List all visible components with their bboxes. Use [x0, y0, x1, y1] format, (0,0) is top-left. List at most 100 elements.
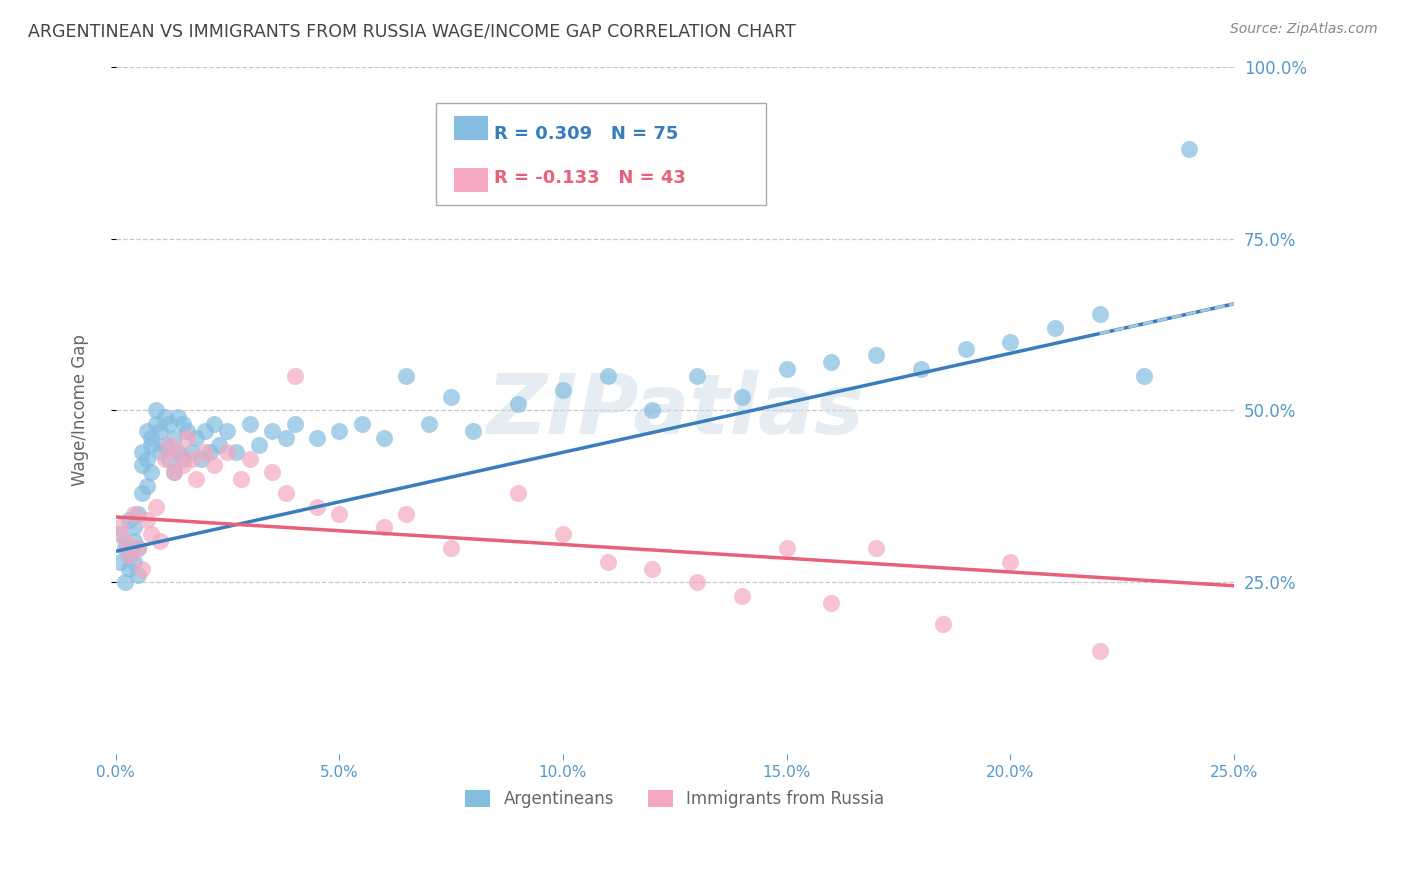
Point	[202, 417, 225, 432]
Point	[955, 342, 977, 356]
Point	[136, 451, 159, 466]
Point	[1088, 307, 1111, 321]
Point	[131, 486, 153, 500]
Text: Source: ZipAtlas.com: Source: ZipAtlas.com	[1230, 22, 1378, 37]
Point	[131, 561, 153, 575]
Point	[418, 417, 440, 432]
Point	[1043, 321, 1066, 335]
Point	[508, 486, 530, 500]
Point	[198, 444, 221, 458]
Point	[122, 534, 145, 549]
Point	[127, 568, 149, 582]
Point	[217, 444, 239, 458]
Point	[775, 541, 797, 555]
Point	[686, 575, 709, 590]
Point	[283, 417, 305, 432]
Point	[141, 527, 163, 541]
Point	[118, 548, 141, 562]
Point	[114, 541, 136, 555]
Point	[149, 444, 172, 458]
Point	[262, 424, 284, 438]
Point	[136, 479, 159, 493]
Point	[114, 575, 136, 590]
Point	[153, 410, 176, 425]
Point	[1000, 334, 1022, 349]
Point	[194, 444, 217, 458]
Point	[167, 444, 190, 458]
Text: R = 0.309   N = 75: R = 0.309 N = 75	[494, 125, 678, 143]
Point	[190, 451, 212, 466]
Text: ARGENTINEAN VS IMMIGRANTS FROM RUSSIA WAGE/INCOME GAP CORRELATION CHART: ARGENTINEAN VS IMMIGRANTS FROM RUSSIA WA…	[28, 22, 796, 40]
Point	[775, 362, 797, 376]
Point	[1133, 369, 1156, 384]
Point	[176, 431, 198, 445]
Point	[153, 451, 176, 466]
Point	[440, 390, 463, 404]
Point	[641, 403, 664, 417]
Point	[440, 541, 463, 555]
Point	[641, 561, 664, 575]
Point	[186, 472, 208, 486]
Point	[153, 438, 176, 452]
Point	[149, 424, 172, 438]
Point	[145, 403, 167, 417]
Point	[122, 555, 145, 569]
Point	[180, 444, 202, 458]
Legend: Argentineans, Immigrants from Russia: Argentineans, Immigrants from Russia	[458, 783, 891, 814]
Point	[395, 507, 418, 521]
Point	[731, 390, 754, 404]
Point	[508, 396, 530, 410]
Point	[596, 369, 619, 384]
Point	[163, 431, 186, 445]
Point	[551, 383, 574, 397]
Point	[328, 507, 350, 521]
Point	[172, 451, 194, 466]
Point	[910, 362, 932, 376]
Text: R = -0.133   N = 43: R = -0.133 N = 43	[494, 169, 685, 186]
Point	[118, 513, 141, 527]
Point	[373, 520, 395, 534]
Point	[274, 486, 297, 500]
Point	[176, 424, 198, 438]
Point	[127, 507, 149, 521]
Point	[172, 458, 194, 473]
Point	[305, 431, 328, 445]
Point	[157, 451, 180, 466]
Point	[207, 438, 229, 452]
Point	[350, 417, 373, 432]
Point	[194, 424, 217, 438]
Point	[127, 541, 149, 555]
Point	[239, 451, 262, 466]
Point	[1178, 142, 1201, 156]
Point	[262, 465, 284, 479]
Point	[373, 431, 395, 445]
Y-axis label: Wage/Income Gap: Wage/Income Gap	[72, 334, 89, 486]
Point	[122, 507, 145, 521]
Point	[865, 541, 887, 555]
Point	[202, 458, 225, 473]
Point	[820, 355, 842, 369]
Point	[145, 500, 167, 514]
Point	[157, 417, 180, 432]
Point	[1000, 555, 1022, 569]
Point	[167, 410, 190, 425]
Point	[283, 369, 305, 384]
Point	[141, 465, 163, 479]
Point	[551, 527, 574, 541]
Point	[305, 500, 328, 514]
Point	[820, 596, 842, 610]
Point	[596, 555, 619, 569]
Point	[118, 561, 141, 575]
Point	[686, 369, 709, 384]
Point	[145, 417, 167, 432]
Point	[463, 424, 485, 438]
Point	[122, 520, 145, 534]
Point	[131, 444, 153, 458]
Point	[395, 369, 418, 384]
Point	[932, 616, 955, 631]
Point	[163, 465, 186, 479]
Point	[180, 451, 202, 466]
Point	[217, 424, 239, 438]
Point	[157, 438, 180, 452]
Point	[328, 424, 350, 438]
